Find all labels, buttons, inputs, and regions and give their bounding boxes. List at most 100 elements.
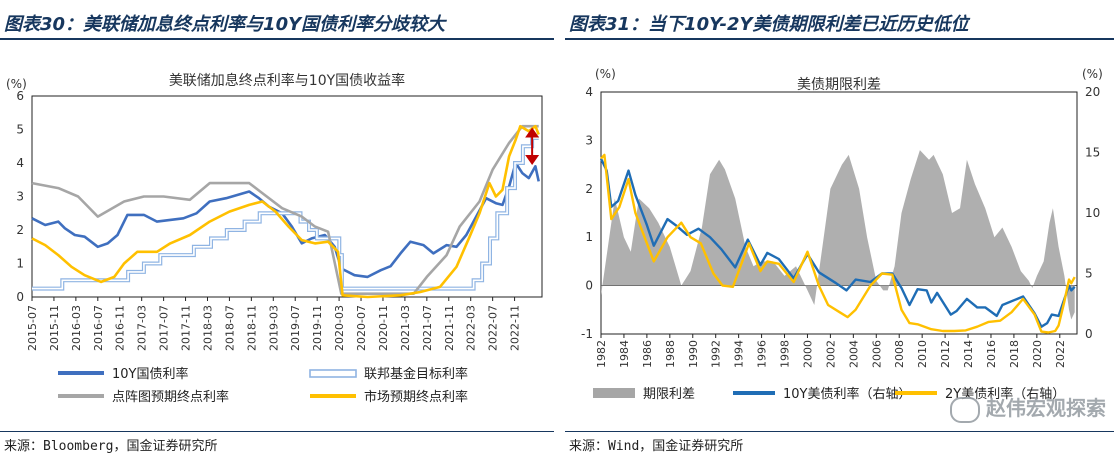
legend-swatch-spread <box>593 388 635 398</box>
x-tick-label: 2019-11 <box>311 305 324 351</box>
x-tick-label: 1990 <box>687 340 700 368</box>
y-tick-label: 0 <box>16 290 24 304</box>
y-left-tick-label: 1 <box>585 230 593 244</box>
y-left-tick-label: 2 <box>585 182 593 196</box>
annotation-arrow-head-down <box>525 155 540 165</box>
right-source-note: 来源：Wind，国金证券研究所 <box>569 439 744 454</box>
plot-frame <box>31 95 543 298</box>
x-tick-label: 2018 <box>1008 340 1021 368</box>
chart-title: 美债期限利差 <box>797 77 881 93</box>
series-line-3 <box>31 124 540 299</box>
x-tick-label: 2017-03 <box>136 305 149 351</box>
plot-frame <box>600 91 1078 335</box>
x-tick-label: 2018-11 <box>245 305 258 351</box>
x-tick-label: 2008 <box>893 340 906 368</box>
wechat-icon <box>950 396 980 423</box>
y-right-tick-label: 20 <box>1085 85 1100 99</box>
watermark-text: 赵伟宏观探索 <box>986 396 1106 420</box>
legend-label-0: 期限利差 <box>643 387 695 402</box>
x-tick-label: 1992 <box>710 340 723 368</box>
x-tick-label: 2020-11 <box>377 305 390 351</box>
y-axis-right-unit: (%) <box>1082 67 1103 81</box>
x-tick-label: 1998 <box>779 340 792 368</box>
left-top-rule <box>0 38 554 40</box>
x-tick-label: 2018-03 <box>201 305 214 351</box>
y-right-tick-label: 5 <box>1085 267 1093 281</box>
right-bottom-rule <box>565 431 1114 432</box>
x-tick-label: 1982 <box>595 340 608 368</box>
y-left-tick-label: 0 <box>585 279 593 293</box>
series-area-spread <box>601 150 1075 320</box>
x-tick-label: 2017-11 <box>180 305 193 351</box>
x-tick-label: 2014 <box>962 340 975 368</box>
x-tick-label: 2020-07 <box>355 305 368 351</box>
legend-label-2: 点阵图预期终点利率 <box>112 389 229 405</box>
series-line-2 <box>31 124 539 295</box>
x-tick-label: 2020 <box>1031 340 1044 368</box>
x-tick-label: 1984 <box>618 340 631 368</box>
left-chart: 美联储加息终点利率与10Y国债收益率 (%) 0 1 2 3 4 5 6 2015-07 2015-… <box>6 72 543 405</box>
x-tick-label: 2016-03 <box>70 305 83 351</box>
x-tick-label: 2019-03 <box>267 305 280 351</box>
x-tick-label: 1994 <box>733 340 746 368</box>
x-tick-label: 1988 <box>664 340 677 368</box>
right-top-rule <box>565 38 1114 40</box>
x-tick-label: 2021-07 <box>421 305 434 351</box>
right-figure-panel: 图表31：当下10Y-2Y美债期限利差已近历史低位 美债期限利差 (%) (%) -1… <box>565 0 1120 455</box>
left-bottom-rule <box>0 431 554 432</box>
x-tick-label: 2015-07 <box>26 305 39 351</box>
x-tick-label: 1996 <box>756 340 769 368</box>
left-figure-panel: 图表30：美联储加息终点利率与10Y国债利率分歧较大 美联储加息终点利率与10Y… <box>0 14 554 454</box>
annotation-arrow-head-up <box>525 127 540 138</box>
y-tick-label: 1 <box>16 257 24 271</box>
right-figure-title: 图表31：当下10Y-2Y美债期限利差已近历史低位 <box>569 14 969 35</box>
x-tick-label: 2016-07 <box>92 305 105 351</box>
y-tick-label: 5 <box>16 123 24 137</box>
x-tick-label: 2022 <box>1054 340 1067 368</box>
x-tick-label: 2022-03 <box>465 305 478 351</box>
y-tick-label: 2 <box>16 223 24 237</box>
x-tick-label: 2021-03 <box>399 305 412 351</box>
left-source-note: 来源：Bloomberg，国金证券研究所 <box>4 439 218 454</box>
x-tick-label: 2010 <box>916 340 929 368</box>
y-tick-label: 3 <box>16 190 24 204</box>
x-tick-label: 2021-11 <box>443 305 456 351</box>
y-tick-label: 4 <box>16 156 24 170</box>
legend-label-0: 10Y国债利率 <box>112 366 188 382</box>
x-tick-label: 2015-11 <box>48 305 61 351</box>
y-left-tick-label: 4 <box>585 85 593 99</box>
legend-label-1: 联邦基金目标利率 <box>364 366 468 382</box>
series-line-fed-target-inner <box>32 137 539 290</box>
x-tick-label: 2004 <box>847 340 860 368</box>
watermark: 赵伟宏观探索 <box>950 392 1106 423</box>
series-line-2 <box>600 153 1076 334</box>
x-tick-label: 1986 <box>641 340 654 368</box>
y-tick-label: 6 <box>16 89 24 103</box>
x-tick-label: 2016-11 <box>114 305 127 351</box>
x-tick-label: 2000 <box>801 340 814 368</box>
x-tick-label: 2018-07 <box>223 305 236 351</box>
y-right-tick-label: 15 <box>1085 146 1100 160</box>
x-tick-label: 2002 <box>824 340 837 368</box>
x-tick-label: 2019-07 <box>289 305 302 351</box>
left-figure-title: 图表30：美联储加息终点利率与10Y国债利率分歧较大 <box>4 14 446 35</box>
y-left-tick-label: 3 <box>585 133 593 147</box>
y-axis-left-unit: (%) <box>595 67 616 81</box>
x-tick-label: 2017-07 <box>158 305 171 351</box>
legend-label-3: 市场预期终点利率 <box>364 389 468 405</box>
right-chart: 美债期限利差 (%) (%) -1 0 1 2 3 4 0 5 10 15 20 1982 1984 1986 1… <box>581 67 1103 402</box>
x-tick-label: 2020-03 <box>333 305 346 351</box>
legend-label-1: 10Y美债利率（右轴） <box>783 386 911 402</box>
x-tick-label: 2022-07 <box>487 305 500 351</box>
x-tick-label: 2012 <box>939 340 952 368</box>
x-tick-label: 2016 <box>985 340 998 368</box>
y-right-tick-label: 0 <box>1085 327 1093 341</box>
x-tick-label: 2022-11 <box>509 305 522 351</box>
legend-swatch-fed-target <box>309 369 357 378</box>
series-line-0 <box>31 161 540 279</box>
y-right-tick-label: 10 <box>1085 206 1100 220</box>
y-left-tick-label: -1 <box>581 327 593 341</box>
x-tick-label: 2006 <box>870 340 883 368</box>
chart-title: 美联储加息终点利率与10Y国债收益率 <box>169 72 405 89</box>
y-axis-unit: (%) <box>6 77 27 91</box>
